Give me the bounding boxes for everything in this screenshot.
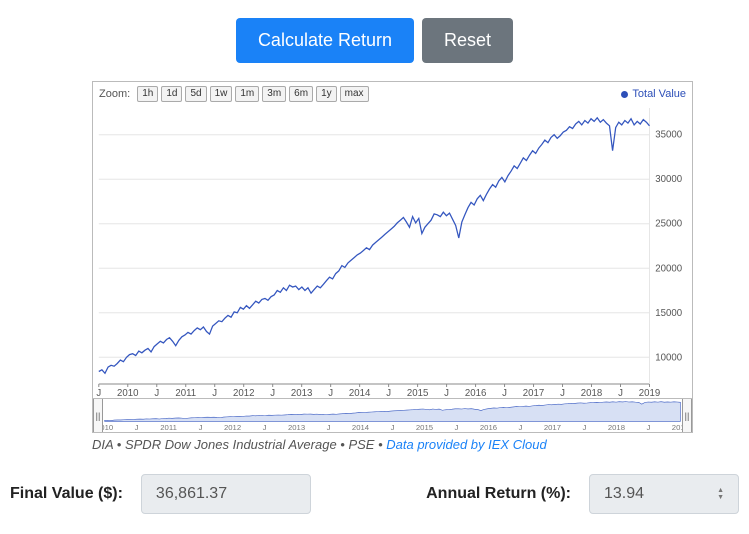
chart-caption: DIA • SPDR Dow Jones Industrial Average …	[92, 437, 693, 452]
svg-text:J: J	[646, 423, 650, 432]
chart-toolbar: Zoom: 1h1d5d1w1m3m6m1ymax Total Value	[93, 82, 692, 104]
svg-text:2013: 2013	[291, 388, 313, 398]
svg-text:2016: 2016	[465, 388, 487, 398]
svg-text:J: J	[135, 423, 139, 432]
svg-text:2018: 2018	[581, 388, 603, 398]
svg-text:30000: 30000	[655, 174, 682, 185]
annual-return-label: Annual Return (%):	[426, 485, 571, 503]
svg-text:2010: 2010	[117, 388, 139, 398]
svg-text:2016: 2016	[480, 423, 497, 432]
caption-text: DIA • SPDR Dow Jones Industrial Average …	[92, 437, 386, 452]
zoom-button-1d[interactable]: 1d	[161, 86, 182, 102]
annual-return-field[interactable]: 13.94 ▲▼	[589, 474, 739, 514]
svg-text:10000: 10000	[655, 352, 682, 363]
svg-text:2015: 2015	[416, 423, 433, 432]
final-value-group: Final Value ($): 36,861.37	[10, 474, 311, 514]
svg-text:2011: 2011	[175, 388, 196, 398]
chart-legend: Total Value	[621, 88, 686, 100]
svg-text:J: J	[96, 388, 101, 398]
svg-text:2015: 2015	[407, 388, 429, 398]
svg-text:J: J	[455, 423, 459, 432]
svg-text:J: J	[212, 388, 217, 398]
button-row: Calculate Return Reset	[10, 18, 739, 63]
svg-text:J: J	[327, 423, 331, 432]
zoom-button-1m[interactable]: 1m	[235, 86, 259, 102]
svg-text:J: J	[560, 388, 565, 398]
svg-text:15000: 15000	[655, 308, 682, 319]
svg-text:J: J	[391, 423, 395, 432]
navigator-handle-right[interactable]: ||	[682, 399, 692, 432]
svg-text:2019: 2019	[639, 388, 660, 398]
calculate-button[interactable]: Calculate Return	[236, 18, 414, 63]
legend-label: Total Value	[632, 88, 686, 100]
zoom-button-6m[interactable]: 6m	[289, 86, 313, 102]
annual-return-value: 13.94	[604, 485, 644, 503]
annual-return-group: Annual Return (%): 13.94 ▲▼	[426, 474, 739, 514]
svg-text:J: J	[519, 423, 523, 432]
chart-navigator[interactable]: 2010J2011J2012J2013J2014J2015J2016J2017J…	[93, 398, 692, 432]
zoom-label: Zoom:	[99, 88, 130, 100]
svg-text:J: J	[386, 388, 391, 398]
svg-text:J: J	[199, 423, 203, 432]
results-row: Final Value ($): 36,861.37 Annual Return…	[10, 474, 739, 514]
svg-text:J: J	[583, 423, 587, 432]
reset-button[interactable]: Reset	[422, 18, 513, 63]
chart-container: Zoom: 1h1d5d1w1m3m6m1ymax Total Value 10…	[92, 81, 693, 433]
chart-plot[interactable]: 10000 15000 20000 25000 30000 35000 J 2010 J 2011…	[93, 104, 692, 398]
svg-text:J: J	[444, 388, 449, 398]
svg-text:25000: 25000	[655, 219, 682, 230]
svg-text:2011: 2011	[160, 423, 177, 432]
svg-text:J: J	[270, 388, 275, 398]
zoom-button-max[interactable]: max	[340, 86, 369, 102]
svg-text:J: J	[328, 388, 333, 398]
final-value-field: 36,861.37	[141, 474, 311, 514]
svg-text:35000: 35000	[655, 130, 682, 141]
zoom-controls: Zoom: 1h1d5d1w1m3m6m1ymax	[99, 86, 369, 102]
svg-text:J: J	[263, 423, 267, 432]
svg-text:2017: 2017	[523, 388, 544, 398]
svg-text:2014: 2014	[349, 388, 371, 398]
svg-text:2013: 2013	[288, 423, 305, 432]
zoom-button-1w[interactable]: 1w	[210, 86, 233, 102]
svg-text:20000: 20000	[655, 263, 682, 274]
zoom-button-5d[interactable]: 5d	[185, 86, 206, 102]
navigator-handle-left[interactable]: ||	[93, 399, 103, 432]
svg-text:J: J	[618, 388, 623, 398]
svg-text:J: J	[154, 388, 159, 398]
zoom-button-3m[interactable]: 3m	[262, 86, 286, 102]
zoom-button-1y[interactable]: 1y	[316, 86, 337, 102]
svg-text:2012: 2012	[233, 388, 254, 398]
final-value-label: Final Value ($):	[10, 485, 123, 503]
zoom-button-1h[interactable]: 1h	[137, 86, 158, 102]
svg-text:2018: 2018	[608, 423, 625, 432]
svg-text:2017: 2017	[544, 423, 561, 432]
svg-text:J: J	[502, 388, 507, 398]
svg-text:2014: 2014	[352, 423, 370, 432]
caption-link[interactable]: Data provided by IEX Cloud	[386, 437, 546, 452]
legend-marker-icon	[621, 91, 628, 98]
svg-text:2012: 2012	[224, 423, 241, 432]
stepper-icon[interactable]: ▲▼	[717, 487, 724, 501]
